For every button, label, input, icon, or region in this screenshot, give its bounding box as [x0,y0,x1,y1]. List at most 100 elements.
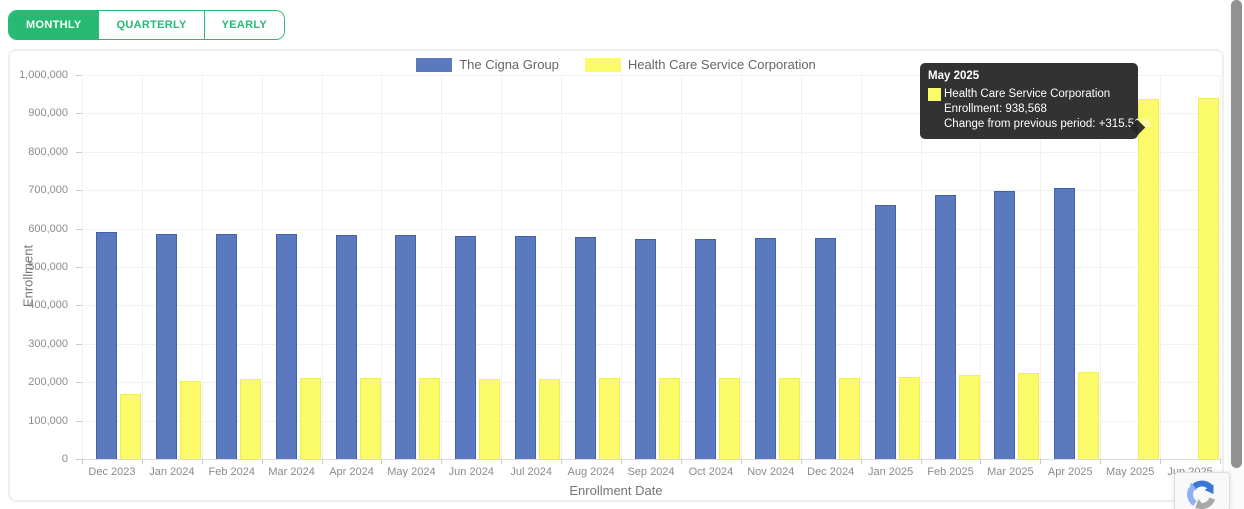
gridline [381,75,383,459]
y-tick-label: 1,000,000 [19,69,68,81]
bar-hcsc-sep-2024[interactable] [659,377,681,459]
bar-hcsc-feb-2025[interactable] [958,374,980,459]
y-tick-label: 300,000 [28,337,68,350]
x-tick [261,459,263,464]
x-tick-label: Apr 2024 [329,466,374,478]
bar-hcsc-jan-2025[interactable] [898,377,920,459]
x-tick-label: Apr 2025 [1047,466,1093,478]
y-tick-label: 400,000 [28,299,68,312]
gridline [82,75,1220,76]
y-tick-label: 100,000 [28,414,68,427]
x-tick-label: Jan 2024 [149,466,195,478]
bar-hcsc-dec-2024[interactable] [838,377,860,459]
bar-cigna-dec-2023[interactable] [96,232,117,459]
x-tick-label: Feb 2025 [927,466,974,478]
y-tick-label: 0 [61,453,68,465]
monthly-button[interactable]: MONTHLY [9,11,99,39]
x-tick-label: Mar 2025 [987,466,1034,478]
gridline [1220,75,1221,459]
bar-hcsc-mar-2025[interactable] [1018,373,1040,459]
bar-hcsc-jun-2024[interactable] [479,379,501,459]
y-tick-label: 600,000 [28,222,68,235]
gridline [1160,75,1162,459]
bar-hcsc-oct-2024[interactable] [718,378,740,459]
tooltip-series-name: Health Care Service Corporation [944,88,1111,100]
bar-hcsc-nov-2024[interactable] [778,377,800,459]
bar-cigna-sep-2024[interactable] [635,238,657,459]
bar-cigna-jul-2024[interactable] [515,236,537,459]
bar-cigna-apr-2025[interactable] [1054,187,1076,459]
bar-cigna-jun-2024[interactable] [455,235,477,459]
y-tick [76,113,82,115]
x-tick-label: May 2024 [387,466,436,478]
y-tick-label: 700,000 [28,184,68,197]
legend-item-cigna[interactable]: The Cigna Group [416,57,559,72]
y-tick [76,382,82,384]
hcsc-legend-swatch [584,57,621,72]
x-tick-label: Aug 2024 [567,466,615,478]
gridline [441,75,443,459]
bar-cigna-may-2024[interactable] [395,235,417,459]
x-tick-label: Feb 2024 [208,466,255,478]
bar-cigna-mar-2024[interactable] [275,234,297,459]
quarterly-button[interactable]: QUARTERLY [98,11,204,39]
gridline [201,75,203,459]
bar-hcsc-aug-2024[interactable] [599,378,621,459]
x-tick-label: Jul 2024 [510,466,552,478]
bar-hcsc-apr-2025[interactable] [1078,372,1100,459]
tooltip-enrollment-value: Enrollment: 938,568 [944,103,1047,115]
bar-hcsc-may-2025[interactable] [1138,98,1160,459]
recaptcha-badge[interactable] [1174,472,1230,509]
y-tick [76,305,82,307]
bar-cigna-feb-2025[interactable] [934,194,956,459]
bar-cigna-feb-2024[interactable] [215,233,237,459]
x-tick [201,459,203,464]
y-tick [76,151,82,153]
x-tick-label: Dec 2023 [88,466,136,478]
y-tick [76,459,82,460]
bar-cigna-mar-2025[interactable] [994,190,1016,459]
bar-hcsc-dec-2023[interactable] [120,393,141,459]
bar-hcsc-apr-2024[interactable] [359,378,381,459]
x-tick-label: Sep 2024 [627,466,675,478]
bar-cigna-jan-2025[interactable] [874,204,896,459]
x-tick [561,459,563,464]
scrollbar-thumb[interactable] [1231,0,1242,468]
bar-cigna-dec-2024[interactable] [814,238,836,459]
legend-item-hcsc[interactable]: Health Care Service Corporation [584,57,816,72]
period-toggle-group: MONTHLY QUARTERLY YEARLY [8,10,286,40]
x-tick [1040,459,1042,464]
gridline [680,75,682,459]
gridline [82,75,83,459]
x-tick-label: Jan 2025 [867,466,914,478]
bar-cigna-nov-2024[interactable] [754,238,776,459]
yearly-button[interactable]: YEARLY [203,11,285,39]
y-tick-label: 900,000 [28,107,68,120]
gridline [321,75,323,459]
tooltip-period: May 2025 [928,70,980,82]
y-tick-label: 500,000 [28,261,68,273]
scrollbar-track[interactable] [1228,0,1244,509]
bar-hcsc-jan-2024[interactable] [179,381,201,459]
bar-cigna-apr-2024[interactable] [335,234,357,459]
y-tick [76,343,82,345]
x-tick [920,459,922,464]
x-tick [82,459,83,464]
cigna-legend-swatch [416,57,453,72]
recaptcha-logo-icon [1187,480,1216,509]
x-tick [800,459,802,464]
bar-cigna-aug-2024[interactable] [575,237,597,459]
chart-legend: The Cigna Group Health Care Service Corp… [10,57,1222,72]
x-tick [980,459,982,464]
y-axis: 0 100,000 200,000 300,000 400,000 500,000 600,… [10,69,82,465]
bar-hcsc-may-2024[interactable] [419,378,441,459]
gridline [1040,75,1042,459]
bar-hcsc-jun-2025[interactable] [1198,97,1220,459]
bar-cigna-oct-2024[interactable] [694,238,716,459]
x-tick [740,459,742,464]
bar-cigna-jan-2024[interactable] [155,233,177,459]
y-tick [76,267,82,268]
bar-hcsc-mar-2024[interactable] [299,378,321,459]
bar-hcsc-feb-2024[interactable] [239,379,261,459]
bar-hcsc-jul-2024[interactable] [539,378,561,459]
